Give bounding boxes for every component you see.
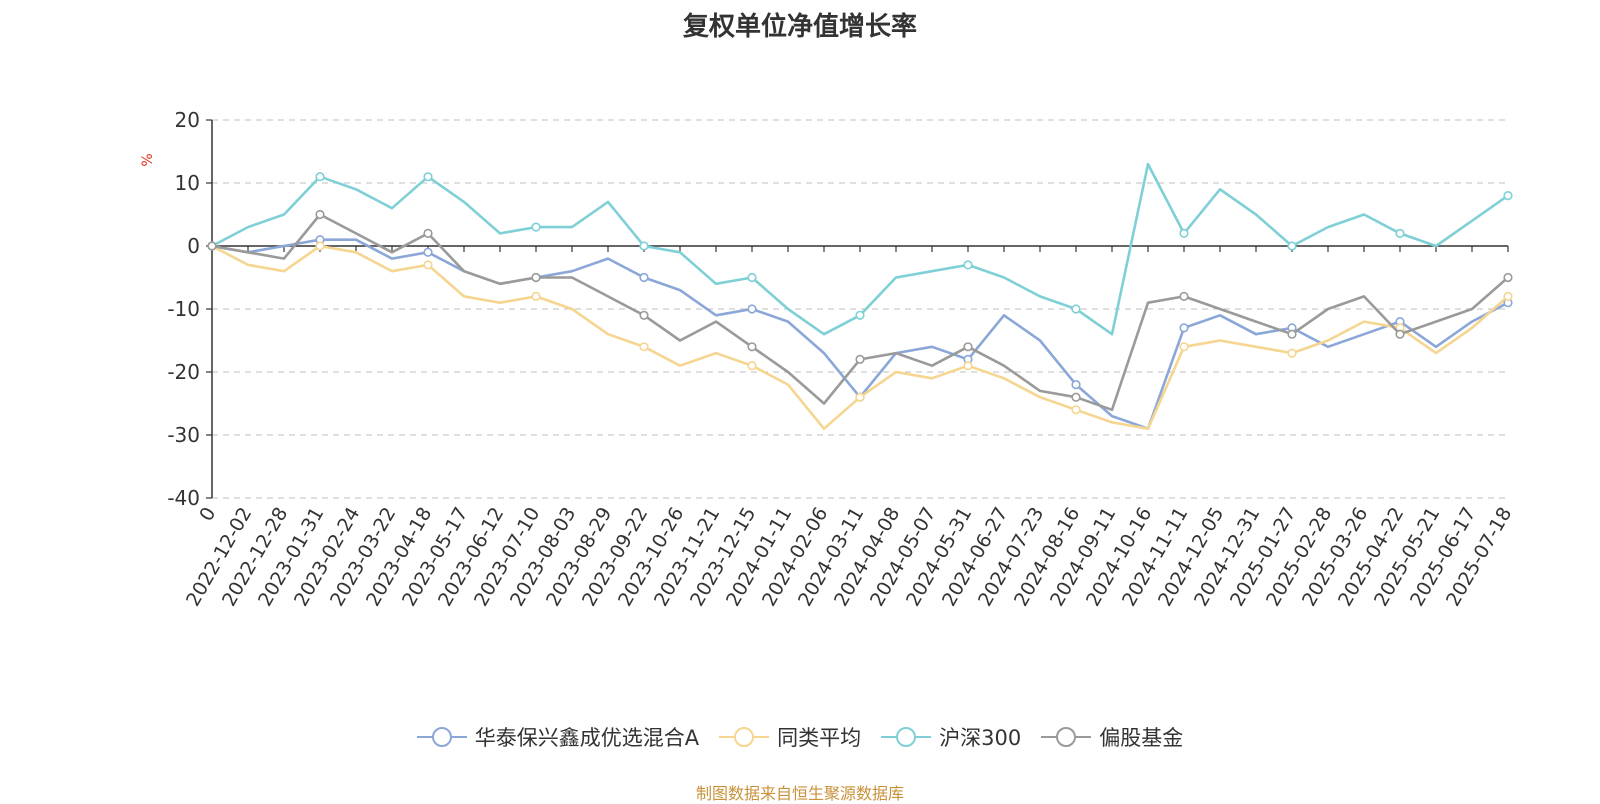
legend-label: 沪深300 bbox=[939, 726, 1022, 750]
series-point bbox=[1179, 323, 1189, 333]
series-point bbox=[747, 272, 757, 283]
series-point bbox=[639, 272, 649, 283]
series-point bbox=[1395, 329, 1405, 339]
y-tick-label: -10 bbox=[167, 297, 200, 321]
y-tick-label: -40 bbox=[167, 486, 200, 510]
chart-title: 复权单位净值增长率 bbox=[682, 12, 917, 42]
legend-item[interactable]: 华泰保兴鑫成优选混合A bbox=[416, 722, 700, 752]
series-point bbox=[1179, 228, 1189, 238]
series-point bbox=[1179, 342, 1189, 352]
series-point bbox=[531, 272, 541, 283]
grid-lines bbox=[212, 119, 1508, 499]
series-point bbox=[1071, 392, 1081, 402]
legend-item[interactable]: 同类平均 bbox=[719, 722, 861, 752]
series-point bbox=[1503, 191, 1513, 201]
series-point bbox=[963, 342, 973, 352]
series-point bbox=[315, 241, 325, 251]
series-point bbox=[963, 260, 973, 270]
series-point bbox=[747, 342, 757, 352]
legend-symbol bbox=[416, 727, 467, 747]
series-point bbox=[423, 260, 433, 270]
series-point bbox=[315, 209, 325, 220]
series-point bbox=[639, 342, 649, 352]
series-point bbox=[1287, 348, 1297, 358]
x-tick-label: 0 bbox=[195, 504, 220, 525]
series-lines bbox=[207, 162, 1513, 431]
series-point bbox=[963, 361, 973, 371]
legend-label: 同类平均 bbox=[777, 726, 862, 750]
legend-symbol bbox=[1041, 727, 1092, 747]
legend-label: 华泰保兴鑫成优选混合A bbox=[474, 726, 700, 750]
y-tick-label: 20 bbox=[175, 108, 200, 132]
series-point bbox=[531, 222, 541, 232]
series-point bbox=[531, 291, 541, 302]
series-point bbox=[639, 310, 649, 320]
series-point bbox=[1503, 272, 1513, 283]
y-tick-label: -20 bbox=[167, 360, 200, 384]
series-point bbox=[423, 228, 433, 238]
series-point bbox=[1071, 380, 1081, 390]
series-point bbox=[1287, 329, 1297, 339]
series-point bbox=[855, 354, 865, 365]
series-point bbox=[1287, 241, 1297, 251]
series-point bbox=[855, 310, 865, 320]
legend-label: 偏股基金 bbox=[1099, 726, 1184, 750]
series-point bbox=[315, 172, 325, 182]
series-point bbox=[423, 172, 433, 182]
series-point bbox=[1071, 304, 1081, 314]
y-tick-label: -30 bbox=[167, 423, 200, 447]
series-point bbox=[747, 361, 757, 371]
legend-item[interactable]: 偏股基金 bbox=[1041, 722, 1183, 752]
series-point bbox=[423, 247, 433, 257]
chart-legend: 华泰保兴鑫成优选混合A 同类平均 沪深300 偏股基金 bbox=[0, 722, 1600, 752]
series-point bbox=[747, 304, 757, 314]
y-axis-unit-label: % bbox=[140, 153, 156, 166]
series-point bbox=[1395, 228, 1405, 238]
series-point bbox=[1071, 405, 1081, 415]
series-point bbox=[639, 241, 649, 251]
legend-symbol bbox=[881, 727, 932, 747]
legend-symbol bbox=[719, 727, 770, 747]
source-note: 制图数据来自恒生聚源数据库 bbox=[695, 784, 904, 803]
series-point bbox=[1179, 291, 1189, 302]
y-tick-label: 0 bbox=[187, 234, 200, 258]
legend-item[interactable]: 沪深300 bbox=[881, 722, 1021, 752]
y-tick-label: 10 bbox=[175, 171, 200, 195]
series-point bbox=[207, 241, 217, 251]
series-point bbox=[855, 392, 865, 402]
series-point bbox=[1503, 291, 1513, 302]
